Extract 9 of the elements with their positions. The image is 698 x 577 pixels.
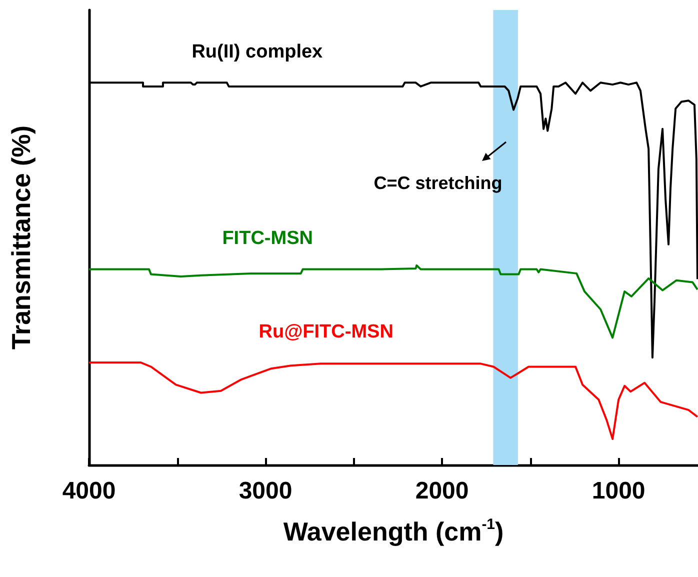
series-label: Ru@FITC-MSN [258,322,394,343]
x-tick-label: 3000 [238,478,292,504]
annotation: C=C stretching [374,173,502,193]
series-label: FITC-MSN [222,228,313,250]
x-tick-label: 2000 [415,478,469,504]
y-axis-title: Transmittance (%) [6,126,36,350]
x-tick-label: 4000 [62,478,116,504]
series-label: Ru(II) complex [192,42,324,63]
x-tick-label: 1000 [592,478,646,504]
